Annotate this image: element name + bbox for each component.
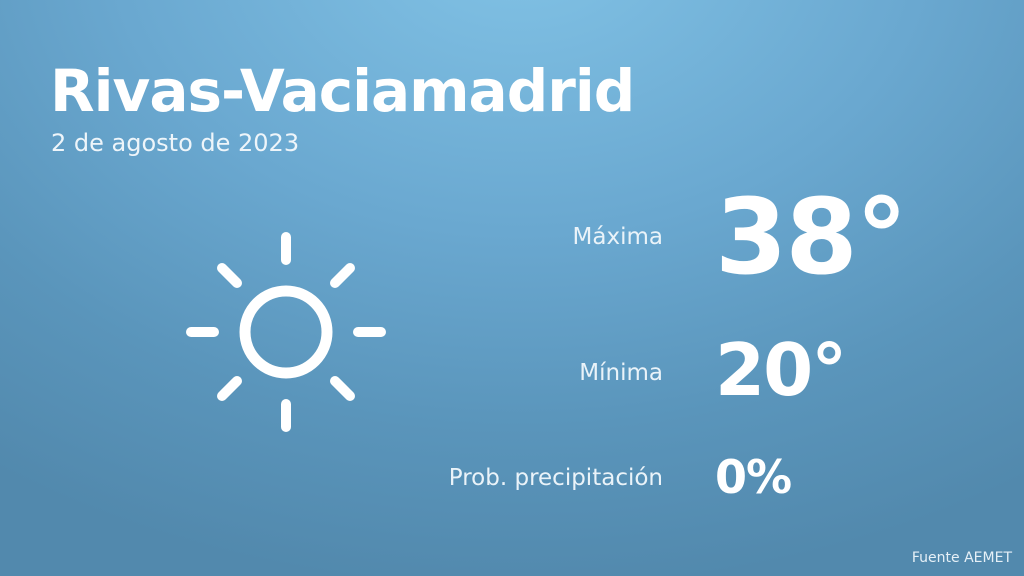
city-title: Rivas-Vaciamadrid [50,57,635,125]
max-temperature: 38° [715,176,908,298]
source-label: Fuente AEMET [911,550,1012,566]
min-temperature: 20° [715,328,847,412]
date-label: 2 de agosto de 2023 [51,129,300,157]
precipitation-label: Prob. precipitación [448,465,663,491]
precipitation-value: 0% [715,450,792,504]
sun-icon [186,232,386,432]
max-label: Máxima [572,224,663,250]
min-label: Mínima [579,360,663,386]
